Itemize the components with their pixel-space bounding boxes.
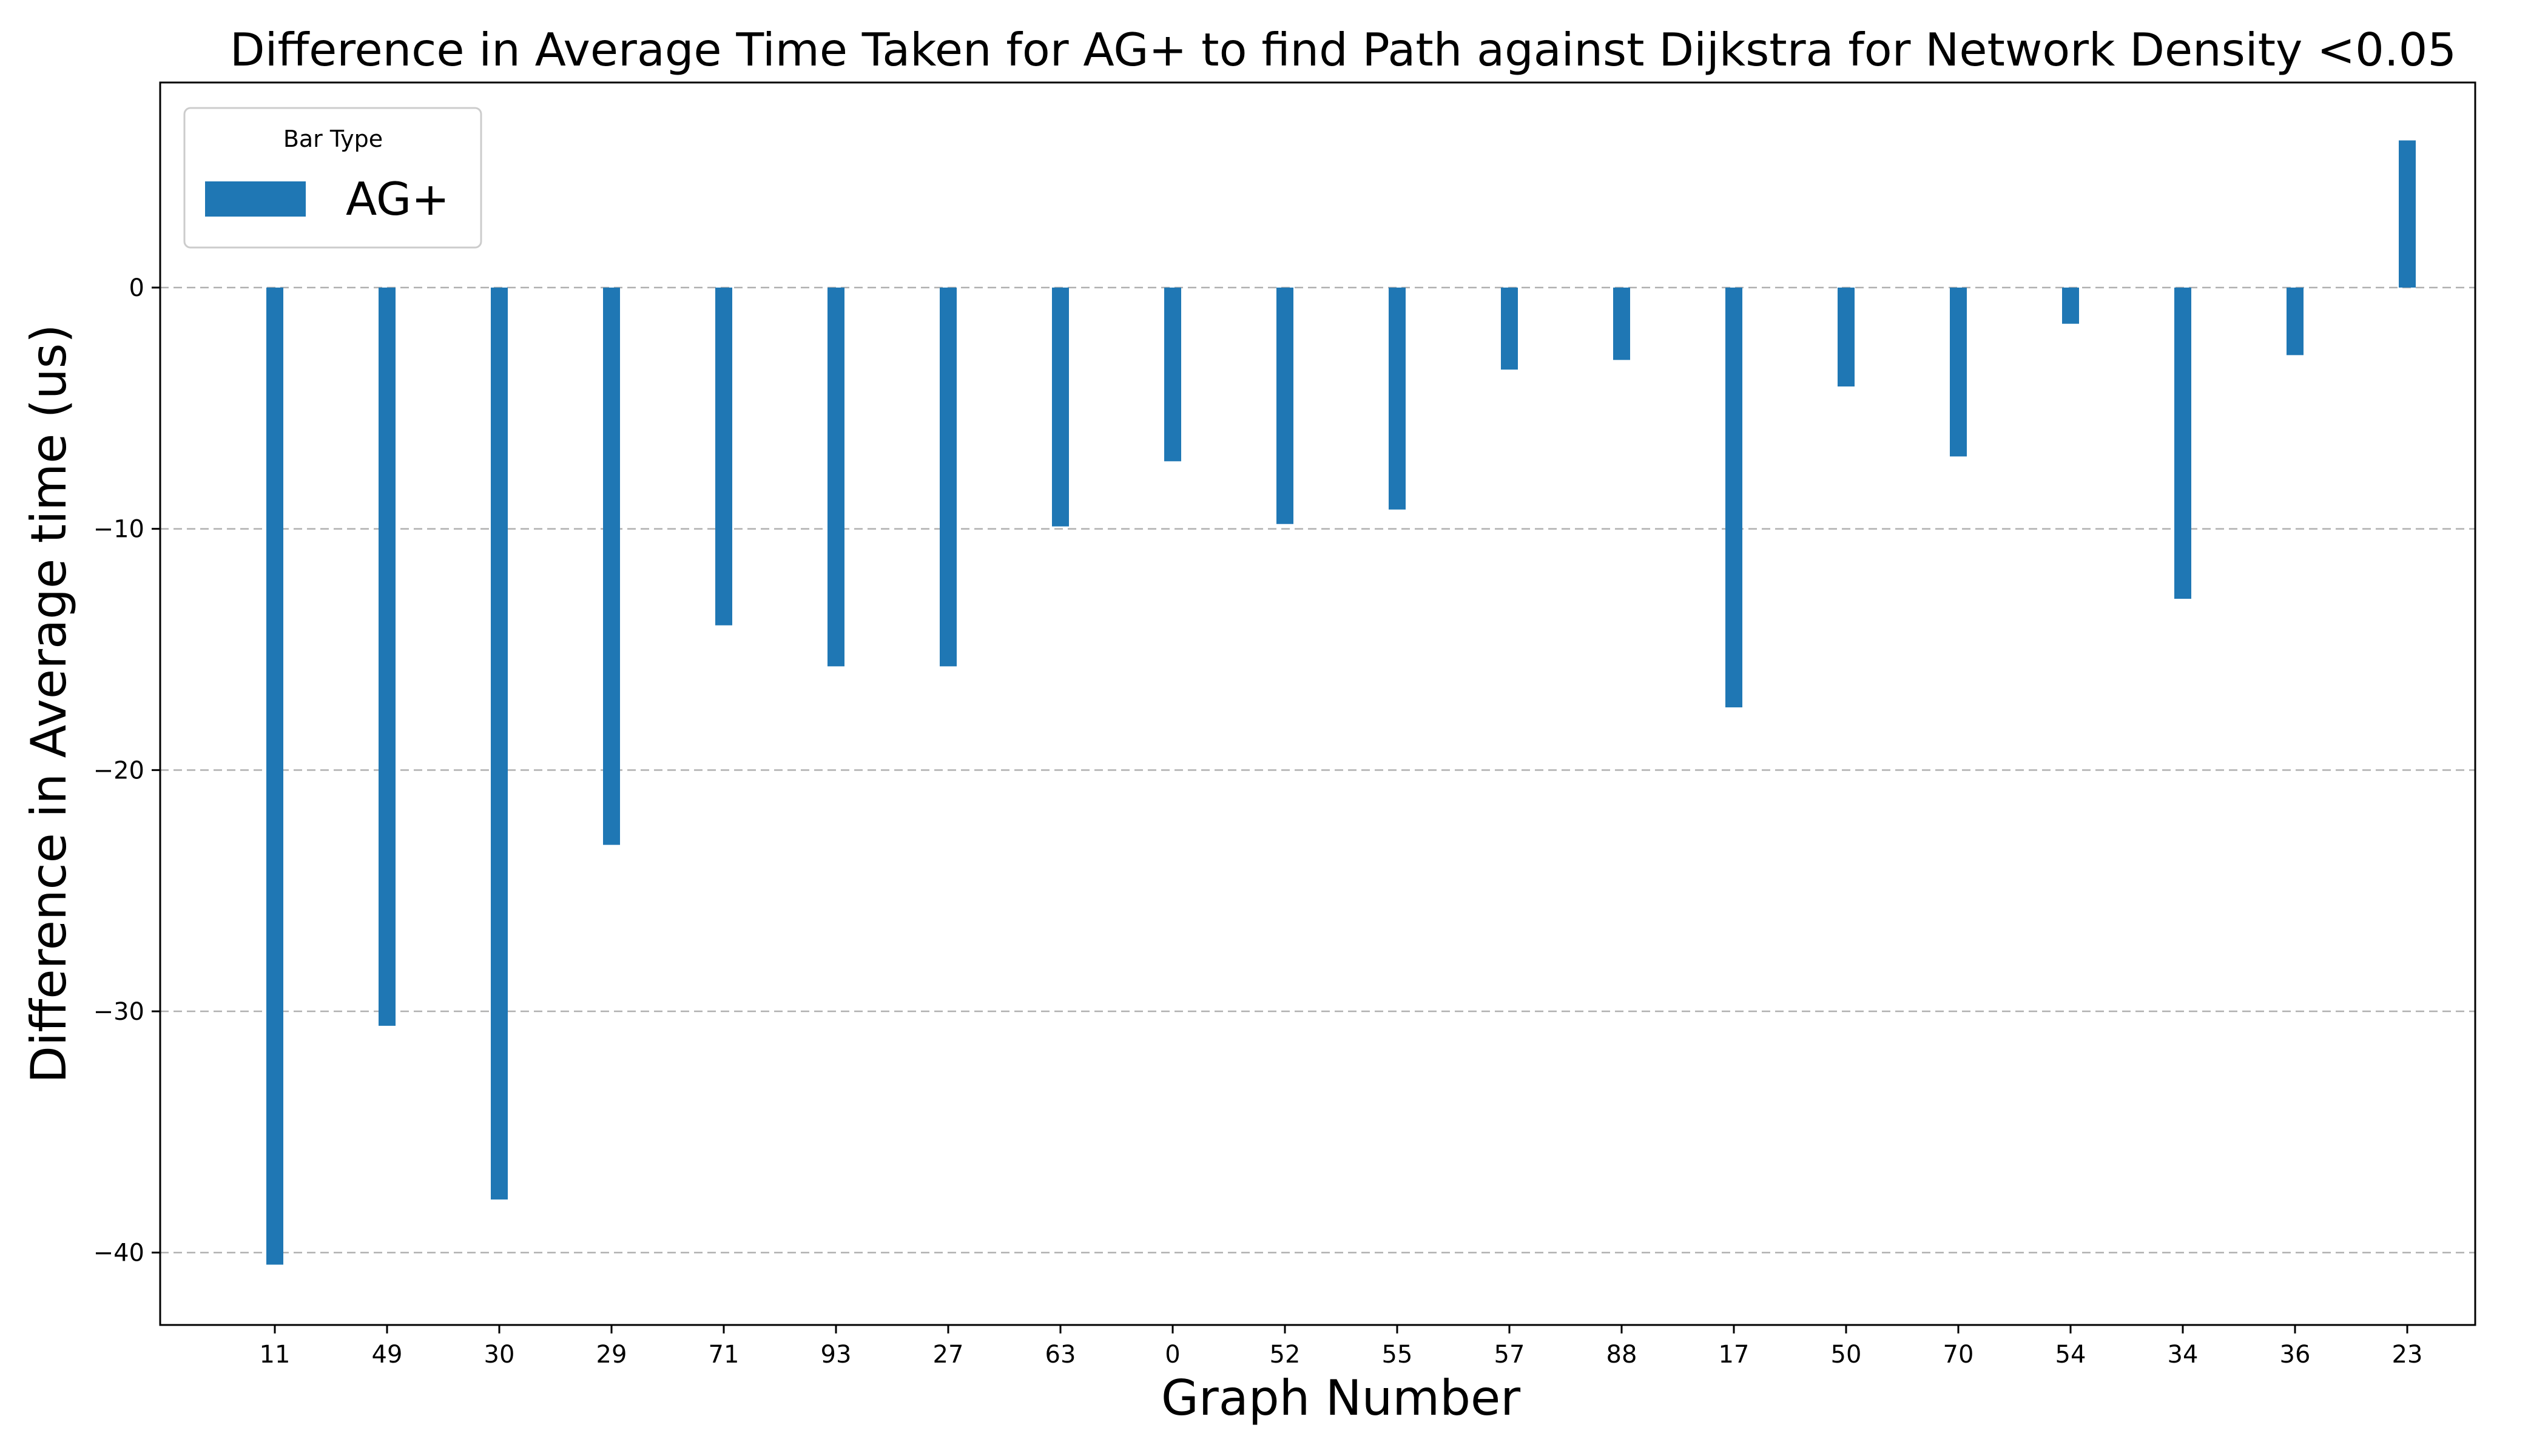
x-tick-label: 49 <box>372 1341 403 1369</box>
bar-55 <box>1389 288 1406 510</box>
bar-17 <box>1725 288 1742 707</box>
bar-36 <box>2287 288 2304 356</box>
y-tick-label: −40 <box>93 1239 144 1267</box>
x-tick-label: 52 <box>1270 1341 1301 1369</box>
x-tick-label: 11 <box>260 1341 291 1369</box>
x-tick-label: 54 <box>2055 1341 2086 1369</box>
bars <box>266 140 2416 1265</box>
bar-52 <box>1276 288 1293 524</box>
bar-0 <box>1164 288 1181 462</box>
x-tick-label: 17 <box>1719 1341 1750 1369</box>
x-tick-label: 55 <box>1382 1341 1413 1369</box>
bar-27 <box>940 288 957 667</box>
x-tick-label: 23 <box>2392 1341 2423 1369</box>
x-tick-label: 93 <box>821 1341 852 1369</box>
bar-23 <box>2399 140 2416 288</box>
bar-70 <box>1950 288 1967 457</box>
bar-88 <box>1613 288 1630 360</box>
y-tick-label: 0 <box>129 274 144 302</box>
y-tick-label: −10 <box>93 516 144 544</box>
bar-57 <box>1501 288 1518 370</box>
x-tick-label: 71 <box>709 1341 740 1369</box>
x-tick-label: 70 <box>1943 1341 1974 1369</box>
y-tick-label: −20 <box>93 757 144 784</box>
bar-93 <box>827 288 844 667</box>
x-tick-label: 29 <box>596 1341 627 1369</box>
x-axis-label: Graph Number <box>1161 1370 1520 1426</box>
y-tick-label: −30 <box>93 998 144 1026</box>
chart-title: Difference in Average Time Taken for AG+… <box>230 23 2456 76</box>
bar-54 <box>2062 288 2079 324</box>
x-tick-label: 50 <box>1831 1341 1862 1369</box>
gridlines <box>160 286 2475 1253</box>
bar-50 <box>1838 288 1855 387</box>
y-axis-ticks: 0 −10 −20 −30 −40 <box>93 274 160 1267</box>
legend: Bar Type AG+ <box>183 107 482 249</box>
x-tick-label: 57 <box>1494 1341 1525 1369</box>
x-tick-label: 34 <box>2168 1341 2199 1369</box>
legend-title: Bar Type <box>283 126 383 152</box>
y-axis-label: Difference in Average time (us) <box>21 324 77 1083</box>
legend-swatch-ag-plus <box>205 181 306 217</box>
x-tick-label: 36 <box>2280 1341 2311 1369</box>
legend-entry-ag-plus: AG+ <box>346 172 450 226</box>
bar-30 <box>491 288 508 1200</box>
x-tick-label: 88 <box>1606 1341 1637 1369</box>
x-axis-ticks: 11 49 30 29 71 93 27 63 0 52 55 57 88 17 50 70 54 34 36 23 <box>260 1325 2423 1369</box>
bar-49 <box>379 288 396 1026</box>
x-tick-label: 27 <box>933 1341 964 1369</box>
bar-63 <box>1052 288 1069 527</box>
bar-34 <box>2174 288 2191 599</box>
x-tick-label: 63 <box>1045 1341 1076 1369</box>
plot-frame <box>159 81 2476 1326</box>
bar-29 <box>603 288 620 845</box>
x-tick-label: 30 <box>484 1341 515 1369</box>
bar-11 <box>266 288 283 1265</box>
bar-71 <box>715 288 732 625</box>
x-tick-label: 0 <box>1165 1341 1180 1369</box>
